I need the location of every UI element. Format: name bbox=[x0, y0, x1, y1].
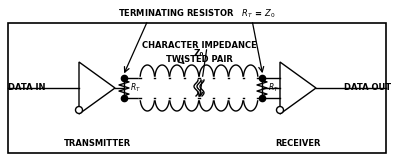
Text: TERMINATING RESISTOR   $R_T$ = $Z_0$: TERMINATING RESISTOR $R_T$ = $Z_0$ bbox=[118, 8, 276, 20]
Polygon shape bbox=[280, 62, 316, 114]
Text: TRANSMITTER: TRANSMITTER bbox=[63, 139, 131, 148]
Text: $R_T$: $R_T$ bbox=[130, 82, 141, 94]
Bar bbox=[8, 23, 386, 153]
Text: RECEIVER: RECEIVER bbox=[275, 139, 321, 148]
Text: $R_T$: $R_T$ bbox=[268, 82, 279, 94]
Text: DATA OUT: DATA OUT bbox=[344, 83, 391, 92]
Circle shape bbox=[276, 106, 284, 113]
Text: CHARACTER IMPEDANCE: CHARACTER IMPEDANCE bbox=[142, 40, 256, 50]
Text: Z₀: Z₀ bbox=[194, 49, 204, 58]
Text: TWISTED PAIR: TWISTED PAIR bbox=[166, 54, 232, 64]
Circle shape bbox=[75, 106, 83, 113]
Text: DATA IN: DATA IN bbox=[8, 83, 46, 92]
Polygon shape bbox=[79, 62, 115, 114]
